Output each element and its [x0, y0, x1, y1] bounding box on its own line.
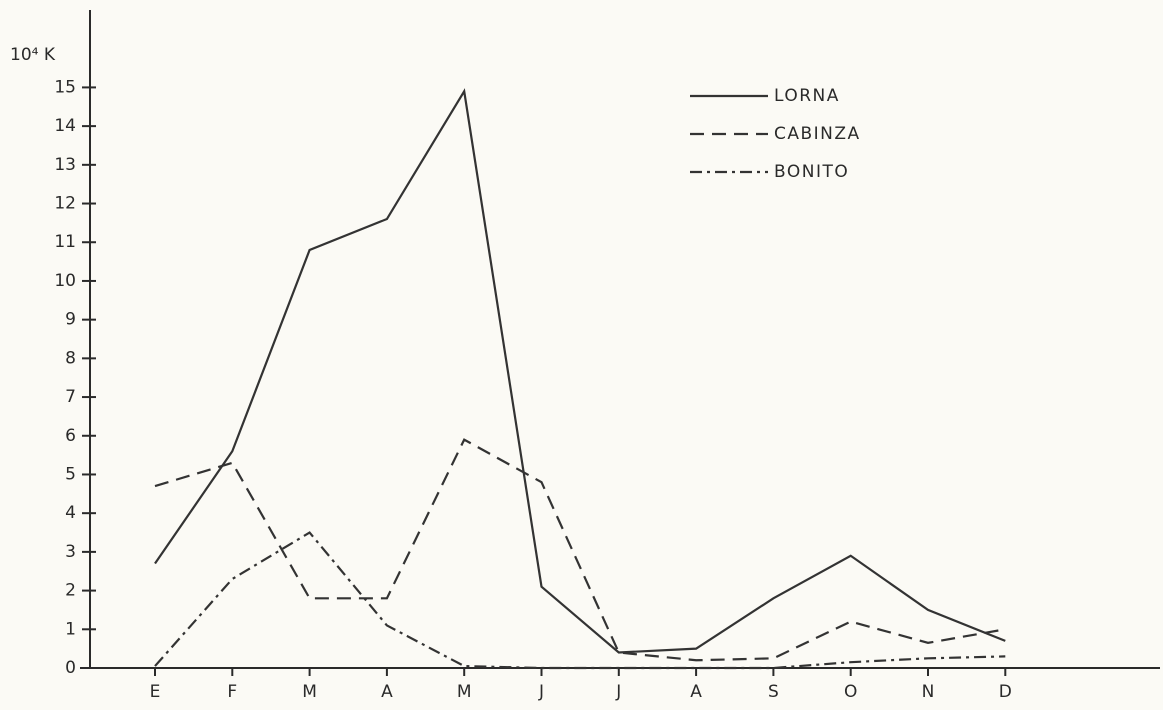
- x-tick-label: M: [457, 682, 472, 702]
- y-tick-label: 8: [65, 348, 76, 368]
- y-tick-label: 6: [65, 426, 76, 446]
- x-tick-label: O: [844, 682, 857, 702]
- y-tick-label: 0: [65, 658, 76, 678]
- y-tick-label: 13: [54, 155, 76, 175]
- y-tick-label: 15: [54, 77, 76, 97]
- y-tick-label: 7: [65, 387, 76, 407]
- y-axis-label: 10⁴ K: [10, 45, 56, 65]
- x-tick-label: A: [381, 682, 393, 702]
- legend-label: LORNA: [774, 86, 840, 106]
- legend-label: CABINZA: [774, 124, 861, 144]
- x-tick-label: A: [690, 682, 702, 702]
- series-line: [154, 531, 1006, 670]
- x-tick-label: M: [302, 682, 317, 702]
- y-tick-label: 11: [54, 232, 76, 252]
- y-tick-label: 9: [65, 310, 76, 330]
- y-tick-label: 14: [54, 116, 76, 136]
- x-tick-label: J: [538, 682, 544, 702]
- y-tick-label: 1: [65, 619, 76, 639]
- series-line: [154, 88, 1006, 654]
- y-tick-label: 12: [54, 194, 76, 214]
- x-tick-label: E: [150, 682, 161, 702]
- y-tick-label: 10: [54, 271, 76, 291]
- x-tick-label: N: [922, 682, 935, 702]
- y-tick-label: 5: [65, 464, 76, 484]
- y-tick-label: 4: [65, 503, 76, 523]
- x-tick-label: S: [768, 682, 779, 702]
- series-line: [154, 438, 1006, 662]
- y-tick-label: 3: [65, 542, 76, 562]
- x-tick-label: D: [999, 682, 1012, 702]
- legend-label: BONITO: [774, 162, 849, 182]
- x-tick-label: F: [227, 682, 237, 702]
- y-tick-label: 2: [65, 581, 76, 601]
- x-tick-label: J: [615, 682, 621, 702]
